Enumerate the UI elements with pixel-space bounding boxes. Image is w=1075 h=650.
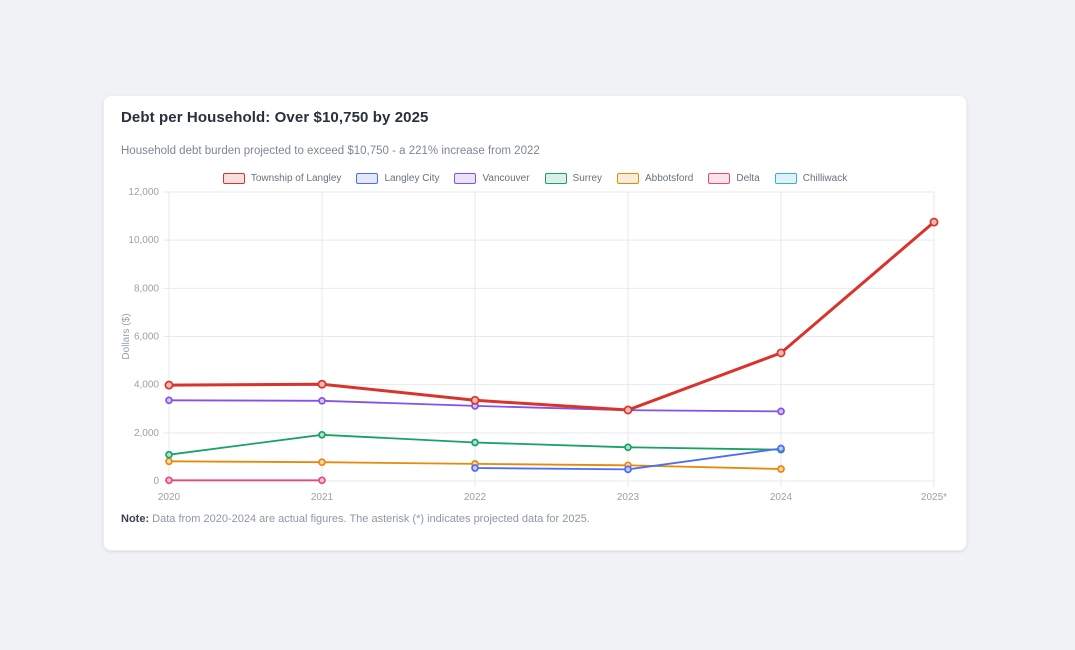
legend-item-langley-city[interactable]: Langley City <box>356 173 439 184</box>
legend-item-surrey[interactable]: Surrey <box>544 173 602 184</box>
legend-label-chilliwack: Chilliwack <box>802 173 848 184</box>
svg-text:2,000: 2,000 <box>134 428 159 439</box>
page-title: Debt per Household: Over $10,750 by 2025 <box>121 109 429 126</box>
svg-text:2023: 2023 <box>617 492 640 503</box>
legend-swatch-township-of-langley <box>222 173 245 184</box>
legend-label-abbotsford: Abbotsford <box>645 173 694 184</box>
svg-text:10,000: 10,000 <box>128 235 159 246</box>
legend-item-vancouver[interactable]: Vancouver <box>454 173 530 184</box>
legend-swatch-vancouver <box>454 173 477 184</box>
note-label: Note: <box>121 513 150 525</box>
svg-text:8,000: 8,000 <box>134 283 159 294</box>
svg-text:6,000: 6,000 <box>134 332 159 343</box>
svg-text:2025*: 2025* <box>921 492 947 503</box>
svg-text:Dollars ($): Dollars ($) <box>121 313 132 359</box>
svg-text:2024: 2024 <box>770 492 793 503</box>
legend-label-township-of-langley: Township of Langley <box>250 173 342 184</box>
legend-swatch-langley-city <box>356 173 379 184</box>
svg-text:12,000: 12,000 <box>128 187 159 198</box>
line-chart: 0 2,000 4,000 6,000 8,000 10,000 12,000 2020 202… <box>121 187 947 503</box>
legend-swatch-surrey <box>544 173 567 184</box>
debt-chart-card: Debt per Household: Over $10,750 by 2025… <box>103 95 967 551</box>
legend-item-township-of-langley[interactable]: Township of Langley <box>222 173 342 184</box>
legend-item-abbotsford[interactable]: Abbotsford <box>617 173 693 184</box>
svg-text:2021: 2021 <box>311 492 334 503</box>
chart-legend: Township of Langley Langley City Vancouver… <box>104 173 966 184</box>
legend-swatch-chilliwack <box>774 173 797 184</box>
legend-label-surrey: Surrey <box>572 173 602 184</box>
svg-text:2022: 2022 <box>464 492 487 503</box>
note-text: Data from 2020-2024 are actual figures. … <box>149 513 590 525</box>
chart-note: Note: Data from 2020-2024 are actual fig… <box>121 513 590 525</box>
legend-swatch-abbotsford <box>617 173 639 184</box>
chart-subtitle: Household debt burden projected to excee… <box>121 145 540 157</box>
legend-item-delta[interactable]: Delta <box>708 173 760 184</box>
svg-text:4,000: 4,000 <box>134 380 159 391</box>
legend-label-delta: Delta <box>736 173 760 184</box>
legend-swatch-delta <box>708 173 731 184</box>
legend-label-langley-city: Langley City <box>384 173 440 184</box>
svg-text:2020: 2020 <box>158 492 181 503</box>
legend-label-vancouver: Vancouver <box>482 173 530 184</box>
svg-text:0: 0 <box>153 476 159 487</box>
legend-item-chilliwack[interactable]: Chilliwack <box>774 173 848 184</box>
